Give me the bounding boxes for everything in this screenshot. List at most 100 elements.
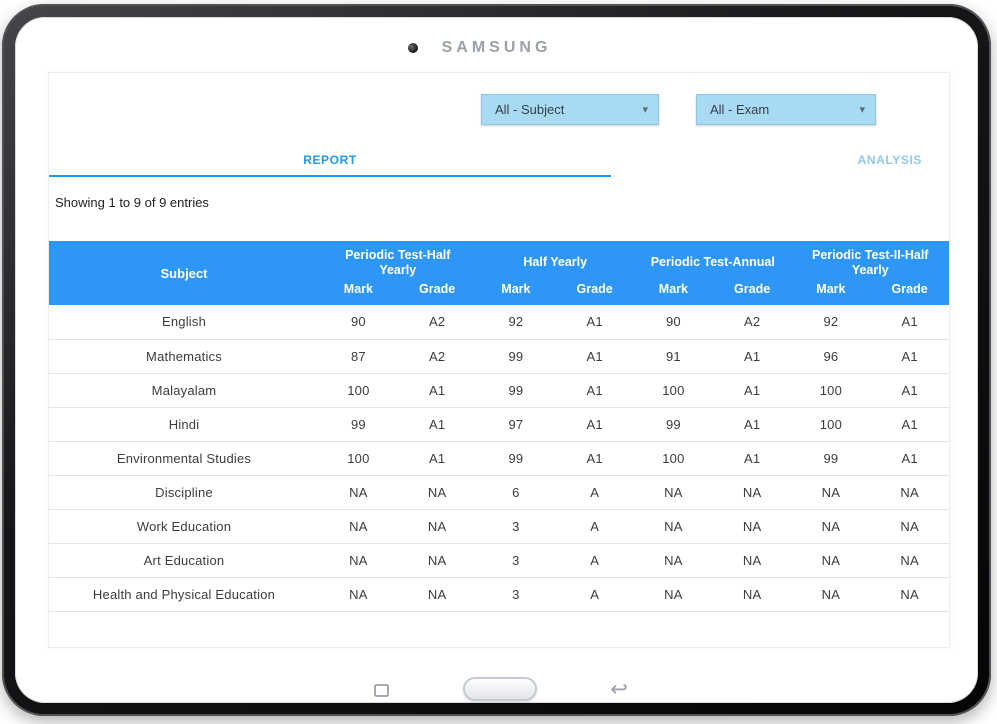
value-cell: A1 [870,339,949,374]
value-cell: NA [634,577,713,612]
column-header-grade: Grade [397,279,477,305]
tab-report[interactable]: REPORT [49,145,611,177]
exam-filter-dropdown[interactable]: All - Exam ▾ [696,94,876,125]
table-row: Environmental Studies 100 A1 99 A1 100 A1 99 A1 [49,441,949,476]
value-cell: 3 [476,543,556,578]
tab-analysis[interactable]: ANALYSIS [611,145,949,177]
table-row: English 90 A2 92 A1 90 A2 92 A1 [49,305,949,340]
value-cell: A1 [555,373,634,408]
value-cell: NA [319,509,398,544]
value-cell: 100 [791,373,871,408]
report-table-header: Subject Periodic Test-Half Yearly Half Y… [49,241,949,305]
value-cell: 91 [634,339,713,374]
back-button[interactable]: ↩ [606,676,632,702]
table-row: Discipline NA NA 6 A NA NA NA NA [49,475,949,510]
value-cell: NA [397,543,477,578]
entries-status: Showing 1 to 9 of 9 entries [55,195,209,210]
value-cell: 99 [791,441,871,476]
value-cell: A1 [870,407,949,442]
value-cell: 6 [476,475,556,510]
value-cell: NA [712,543,792,578]
value-cell: 96 [791,339,871,374]
value-cell: 3 [476,577,556,612]
column-header-grade: Grade [555,279,634,305]
value-cell: 99 [319,407,398,442]
value-cell: A1 [555,305,634,340]
value-cell: NA [791,577,871,612]
value-cell: A1 [397,441,477,476]
value-cell: A1 [870,373,949,408]
value-cell: 100 [634,373,713,408]
chevron-down-icon: ▾ [859,104,865,116]
subject-cell: Art Education [49,543,319,578]
value-cell: 87 [319,339,398,374]
value-cell: 99 [634,407,713,442]
value-cell: A1 [712,407,792,442]
app-screen: All - Subject ▾ All - Exam ▾ REPORT ANAL… [48,72,950,648]
value-cell: NA [791,543,871,578]
column-group-periodic-test-ii-half-yearly: Periodic Test-II-Half Yearly [791,241,949,279]
subject-cell: Health and Physical Education [49,577,319,612]
value-cell: 92 [791,305,871,340]
subject-filter-dropdown[interactable]: All - Subject ▾ [481,94,659,125]
column-header-mark: Mark [634,279,713,305]
subject-cell: Malayalam [49,373,319,408]
front-camera-icon [408,43,418,53]
tab-bar: REPORT ANALYSIS [49,145,949,177]
value-cell: A2 [397,305,477,340]
tab-analysis-label: ANALYSIS [857,153,922,167]
value-cell: A1 [397,407,477,442]
value-cell: NA [791,509,871,544]
table-row: Work Education NA NA 3 A NA NA NA NA [49,509,949,544]
subject-cell: Environmental Studies [49,441,319,476]
value-cell: 100 [634,441,713,476]
column-group-periodic-test-half-yearly: Periodic Test-Half Yearly [319,241,477,279]
value-cell: A1 [397,373,477,408]
value-cell: 90 [634,305,713,340]
report-table-body: English 90 A2 92 A1 90 A2 92 A1 Mathematics 87 A2 99… [49,305,949,612]
column-header-grade: Grade [870,279,949,305]
value-cell: NA [870,543,949,578]
value-cell: NA [397,475,477,510]
value-cell: NA [397,509,477,544]
value-cell: A1 [712,441,792,476]
column-header-mark: Mark [791,279,871,305]
table-row: Malayalam 100 A1 99 A1 100 A1 100 A1 [49,373,949,408]
value-cell: A [555,577,634,612]
chevron-down-icon: ▾ [642,104,648,116]
value-cell: A1 [555,441,634,476]
value-cell: NA [634,509,713,544]
value-cell: NA [712,509,792,544]
value-cell: NA [870,475,949,510]
table-row: Hindi 99 A1 97 A1 99 A1 100 A1 [49,407,949,442]
exam-filter-value: All - Exam [710,102,770,117]
subject-cell: Mathematics [49,339,319,374]
value-cell: NA [870,509,949,544]
report-table: Subject Periodic Test-Half Yearly Half Y… [49,241,949,612]
value-cell: A [555,475,634,510]
subject-filter-value: All - Subject [495,102,565,117]
tab-report-label: REPORT [303,153,357,167]
value-cell: A2 [397,339,477,374]
value-cell: NA [712,475,792,510]
value-cell: 3 [476,509,556,544]
value-cell: A1 [712,339,792,374]
value-cell: NA [870,577,949,612]
value-cell: 99 [476,339,556,374]
value-cell: NA [319,543,398,578]
value-cell: 97 [476,407,556,442]
tablet-frame: SAMSUNG All - Subject ▾ All - Exam ▾ REP… [2,4,991,716]
subject-cell: Work Education [49,509,319,544]
table-row: Mathematics 87 A2 99 A1 91 A1 96 A1 [49,339,949,374]
subject-cell: Discipline [49,475,319,510]
value-cell: A2 [712,305,792,340]
column-header-mark: Mark [319,279,398,305]
column-group-half-yearly: Half Yearly [476,241,634,279]
value-cell: A1 [555,339,634,374]
home-button[interactable] [463,677,537,701]
subject-cell: English [49,305,319,340]
subject-cell: Hindi [49,407,319,442]
recent-apps-button[interactable] [368,680,394,702]
value-cell: A1 [870,441,949,476]
back-icon: ↩ [610,677,628,701]
